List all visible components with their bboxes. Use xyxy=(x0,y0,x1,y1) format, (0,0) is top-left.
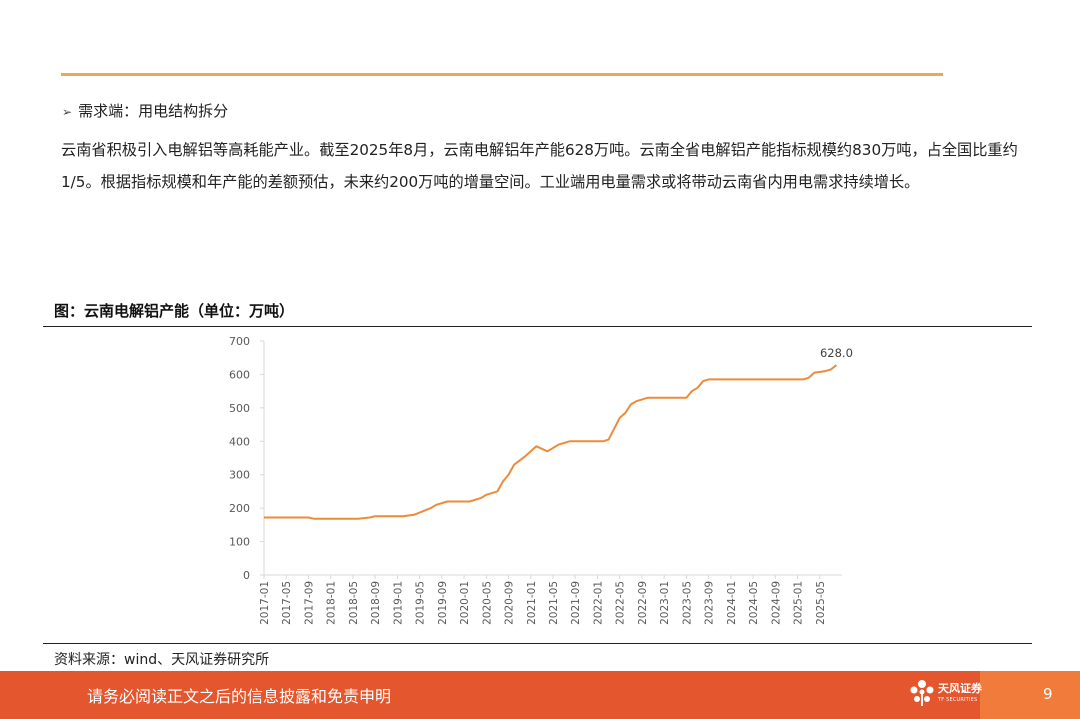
x-tick-label: 2021-01 xyxy=(526,581,538,625)
x-tick-label: 2018-09 xyxy=(370,581,382,625)
x-tick-label: 2020-09 xyxy=(504,581,516,625)
x-tick-label: 2023-01 xyxy=(659,581,671,625)
x-tick-label: 2023-05 xyxy=(681,581,693,625)
figure-source: 资料来源：wind、天风证券研究所 xyxy=(54,652,270,668)
x-tick-label: 2017-09 xyxy=(303,581,315,625)
disclaimer-notice: 请务必阅读正文之后的信息披露和免责申明 xyxy=(87,687,392,706)
arrow-bullet-icon: ➢ xyxy=(62,105,73,119)
x-tick-label: 2018-05 xyxy=(348,581,360,625)
x-tick-label: 2022-05 xyxy=(615,581,627,625)
x-tick-label: 2025-01 xyxy=(793,581,805,625)
x-tick-label: 2020-05 xyxy=(481,581,493,625)
y-tick-label: 0 xyxy=(243,569,250,582)
y-tick-label: 400 xyxy=(229,435,250,448)
x-tick-label: 2024-01 xyxy=(726,581,738,625)
x-tick-label: 2021-05 xyxy=(548,581,560,625)
brand-name: 天风证券 xyxy=(938,682,982,695)
figure-title: 图：云南电解铝产能（单位：万吨） xyxy=(54,302,295,320)
figure-top-rule xyxy=(43,326,1032,327)
top-accent-rule xyxy=(61,73,943,76)
x-tick-label: 2021-09 xyxy=(570,581,582,625)
last-value-label: 628.0 xyxy=(820,346,853,360)
x-tick-label: 2017-05 xyxy=(281,581,293,625)
x-tick-label: 2019-01 xyxy=(392,581,404,625)
figure-bottom-rule xyxy=(43,643,1032,644)
y-tick-label: 100 xyxy=(229,536,250,549)
x-tick-label: 2024-09 xyxy=(770,581,782,625)
x-tick-label: 2020-01 xyxy=(459,581,471,625)
capacity-line-chart: 0 100 200 300 400 500 600 700 2017-01 2017-05 2017… xyxy=(229,335,853,625)
x-tick-label: 2018-01 xyxy=(326,581,338,625)
y-tick-label: 700 xyxy=(229,335,250,348)
x-tick-label: 2017-01 xyxy=(259,581,271,625)
x-tick-label: 2023-09 xyxy=(704,581,716,625)
footer-stripe xyxy=(980,671,1080,719)
y-tick-label: 200 xyxy=(229,502,250,515)
capacity-series-line xyxy=(264,364,838,520)
brand-subname: TF SECURITIES xyxy=(938,697,978,703)
page-number: 9 xyxy=(1043,685,1053,703)
x-tick-label: 2022-01 xyxy=(592,581,604,625)
body-paragraph: 云南省积极引入电解铝等高耗能产业。截至2025年8月，云南电解铝年产能628万吨… xyxy=(61,141,1018,191)
x-tick-label: 2022-09 xyxy=(637,581,649,625)
footer-bar: 请务必阅读正文之后的信息披露和免责申明 天风证券 TF SECURITIES 9 xyxy=(0,671,1080,719)
x-tick-label: 2025-05 xyxy=(815,581,827,625)
section-heading: ➢ 需求端：用电结构拆分 xyxy=(62,100,228,121)
section-heading-text: 需求端：用电结构拆分 xyxy=(78,102,229,120)
brand-logo: 天风证券 TF SECURITIES xyxy=(908,678,988,712)
flower-icon xyxy=(910,680,934,706)
y-tick-label: 600 xyxy=(229,368,250,381)
x-tick-label: 2019-05 xyxy=(415,581,427,625)
x-tick-label: 2019-09 xyxy=(437,581,449,625)
x-tick-label: 2024-05 xyxy=(748,581,760,625)
y-tick-label: 300 xyxy=(229,469,250,482)
y-tick-label: 500 xyxy=(229,402,250,415)
